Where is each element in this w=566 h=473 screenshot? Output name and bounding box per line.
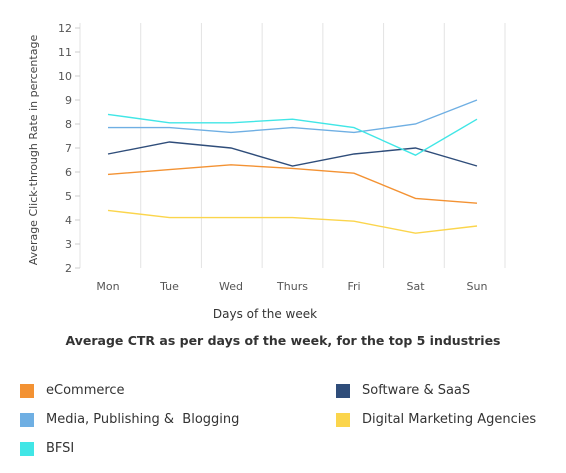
legend-label: Digital Marketing Agencies	[362, 412, 537, 427]
series-line-4	[107, 113, 478, 156]
y-tick-label: 12	[58, 22, 72, 35]
series-line-1	[107, 141, 478, 167]
legend-item: BFSI	[20, 441, 74, 456]
x-tick-label: Wed	[219, 280, 243, 293]
y-axis-label: Average Click-through Rate in percentage	[27, 35, 40, 266]
x-tick-labels: Mon Tue Wed Thurs Fri Sat Sun	[96, 280, 487, 293]
legend-label: BFSI	[46, 441, 75, 456]
legend-item: eCommerce	[20, 383, 125, 398]
y-tick-label: 3	[65, 238, 72, 251]
y-tick-label: 5	[65, 190, 72, 203]
x-tick-label: Thurs	[276, 280, 308, 293]
x-tick-label: Fri	[347, 280, 360, 293]
x-tick-label: Sat	[406, 280, 425, 293]
series-line-3	[107, 209, 478, 234]
y-tick-label: 11	[58, 46, 72, 59]
y-tick-label: 9	[65, 94, 72, 107]
series-line-2	[108, 99, 478, 134]
y-tick-label: 8	[65, 118, 72, 131]
y-tick-label: 4	[65, 214, 72, 227]
legend-swatch	[336, 412, 350, 427]
legend-swatch	[20, 412, 34, 427]
legend-label: eCommerce	[46, 383, 125, 398]
legend-item: Media, Publishing & Blogging	[20, 412, 239, 427]
x-tick-label: Sun	[467, 280, 488, 293]
legend-swatch	[20, 383, 34, 398]
x-tick-label: Mon	[96, 280, 119, 293]
x-tick-label: Tue	[159, 280, 179, 293]
line-chart: 2 3 4 5 6 7 8 9 10 11 12 Mon Tue Wed Thurs Fri Sat Sun A…	[27, 22, 506, 321]
y-tick-label: 6	[65, 166, 72, 179]
legend-label: Software & SaaS	[362, 383, 471, 398]
legend-label: Media, Publishing & Blogging	[46, 412, 240, 427]
x-axis-label: Days of the week	[213, 307, 317, 321]
legend-swatch	[20, 441, 34, 456]
y-tick-label: 2	[65, 262, 72, 275]
y-tick-labels: 2 3 4 5 6 7 8 9 10 11 12	[58, 22, 80, 275]
legend-item: Digital Marketing Agencies	[336, 412, 536, 427]
grid-layer	[79, 23, 506, 268]
chart-title: Average CTR as per days of the week, for…	[65, 333, 501, 348]
legend-swatch	[336, 383, 350, 398]
y-tick-label: 7	[65, 142, 72, 155]
y-tick-label: 10	[58, 70, 72, 83]
series-lines	[107, 99, 478, 234]
legend-item: Software & SaaS	[336, 383, 470, 398]
series-line-0	[107, 164, 478, 204]
